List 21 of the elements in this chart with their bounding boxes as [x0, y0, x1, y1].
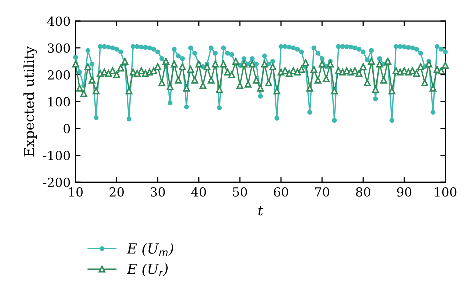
y-axis-title: Expected utility [24, 46, 38, 157]
x-tick-label: 90 [397, 187, 412, 197]
x-tick-label: 30 [151, 187, 166, 197]
x-tick-label: 10 [69, 187, 83, 197]
y-tick-label: 200 [48, 70, 70, 80]
x-axis-title: t [258, 206, 264, 216]
x-tick-label: 70 [315, 187, 330, 197]
legend-label: E (U$_{r}$) [127, 264, 168, 276]
y-tick-label: 300 [48, 44, 70, 54]
y-tick-label: -200 [43, 178, 70, 188]
y-tick-label: 0 [64, 124, 70, 134]
y-tick-label: 100 [48, 97, 70, 107]
y-tick-label: -100 [43, 151, 70, 160]
x-tick-label: 80 [356, 187, 371, 197]
x-tick-label: 40 [192, 187, 206, 197]
x-tick-label: 50 [233, 187, 248, 197]
x-tick-label: 20 [110, 187, 124, 197]
x-tick-label: 100 [435, 187, 457, 197]
legend-label: E (U$_{m}$) [127, 243, 174, 256]
x-tick-label: 60 [274, 187, 288, 197]
y-tick-label: 400 [48, 16, 70, 26]
